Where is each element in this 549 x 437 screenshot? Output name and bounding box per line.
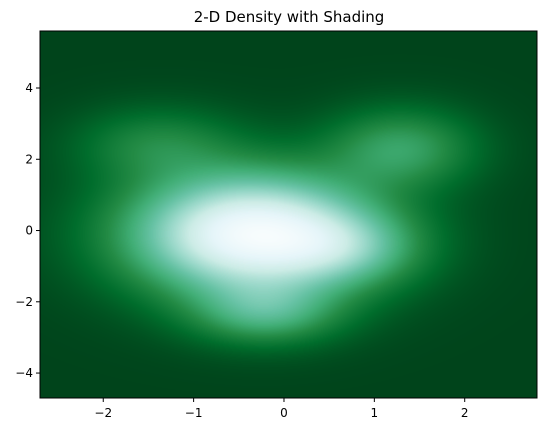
x-tick-label: −2 [94,406,112,420]
y-tick-label: 4 [25,81,33,95]
y-tick-label: 0 [25,224,33,238]
y-axis: −4 −2 0 2 4 [15,81,40,380]
y-tick-label: 2 [25,152,33,166]
y-tick-label: −4 [15,366,33,380]
plot-area [39,30,538,399]
x-tick-label: 2 [461,406,469,420]
x-tick-label: 1 [371,406,379,420]
plot-frame [39,30,538,399]
x-tick-label: −1 [185,406,203,420]
x-axis: −2 −1 0 1 2 [94,398,469,420]
chart-title: 2-D Density with Shading [194,8,385,26]
x-tick-label: 0 [280,406,288,420]
heatmap-layer [40,31,537,398]
y-tick-label: −2 [15,295,33,309]
density-heatmap [40,31,537,398]
